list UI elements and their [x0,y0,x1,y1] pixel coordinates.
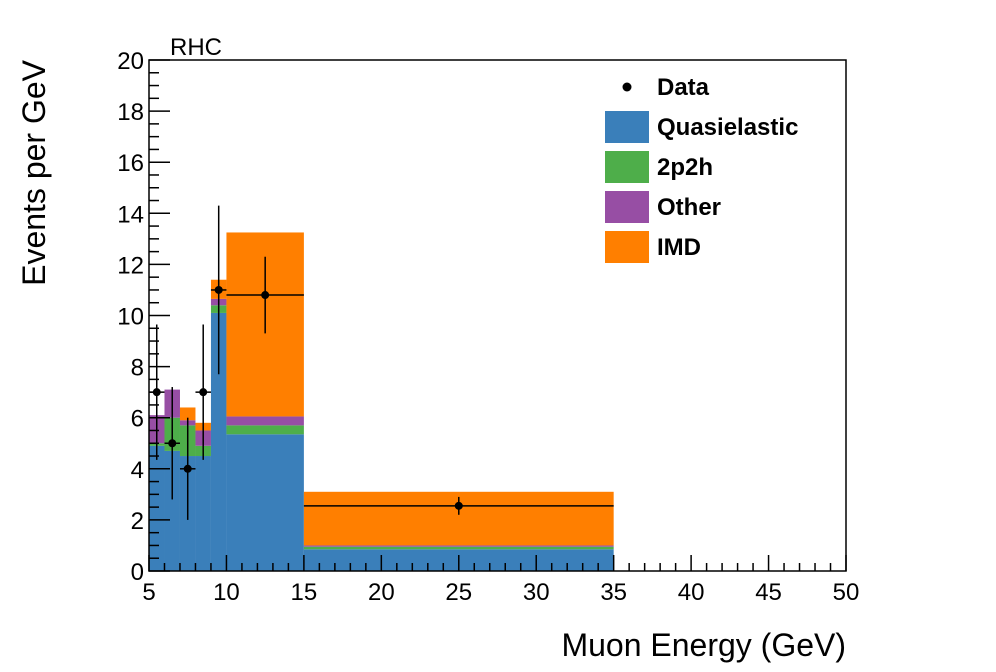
data-marker [168,439,177,448]
x-tick-label: 15 [291,579,318,606]
data-point [210,205,227,375]
x-tick-label: 25 [445,579,472,606]
legend-entry-quasielastic: Quasielastic [605,111,798,143]
x-tick-label: 35 [600,579,627,606]
legend-label: Data [657,74,710,101]
bar-quasielastic-bin-1 [164,450,180,571]
x-tick-label: 40 [678,579,705,606]
data-marker [199,388,208,397]
x-axis-title: Muon Energy (GeV) [561,627,846,663]
data-marker [214,285,223,294]
data-marker [454,501,463,510]
legend-label: IMD [657,234,701,261]
x-tick-label: 5 [142,579,155,606]
y-tick-label: 10 [117,304,144,331]
y-tick-label: 12 [117,252,144,279]
data-point [303,496,614,515]
legend-swatch [605,151,649,183]
legend-label: 2p2h [657,154,713,181]
y-tick-label: 8 [131,355,144,382]
bar-quasielastic-bin-5 [226,434,304,571]
y-tick-label: 18 [117,99,144,126]
x-tick-label: 20 [368,579,395,606]
y-tick-label: 14 [117,201,144,228]
axis-tick-labels: 5 10 15 20 25 30 35 40 45 50 0 2 4 6 8 10 12 14 16 18 20 [117,48,859,606]
x-tick-label: 45 [755,579,782,606]
axis-ticks [148,59,847,572]
y-tick-label: 2 [131,508,144,535]
data-points [149,205,614,520]
data-point [164,387,180,500]
data-marker [183,464,192,473]
y-tick-label: 0 [131,559,144,586]
legend-swatch [605,231,649,263]
x-tick-label: 10 [213,579,240,606]
data-marker [261,291,270,300]
data-point [179,417,196,520]
bar-quasielastic-bin-3 [195,456,211,571]
legend-entry-imd: IMD [605,231,701,263]
legend: Data Quasielastic 2p2h Other IMD [605,74,798,263]
bar-imd-bin-2 [179,407,196,421]
data-point [226,256,304,334]
y-axis-title: Events per GeV [16,59,52,286]
bar-2p2h-bin-5 [226,425,304,435]
bar-other-bin-5 [226,416,304,426]
x-tick-label: 30 [523,579,550,606]
y-tick-label: 16 [117,150,144,177]
bar-2p2h-bin-6 [303,546,614,550]
data-point [195,324,211,460]
y-tick-label: 20 [117,48,144,75]
legend-marker [622,82,632,92]
legend-label: Other [657,194,721,221]
corner-annotation: RHC [170,34,222,61]
bar-quasielastic-bin-0 [149,445,165,571]
legend-entry-data: Data [622,74,710,101]
legend-swatch [605,111,649,143]
legend-entry-2p2h: 2p2h [605,151,713,183]
y-tick-label: 4 [131,457,144,484]
legend-label: Quasielastic [657,114,798,141]
legend-swatch [605,191,649,223]
bar-other-bin-6 [303,545,614,547]
bar-quasielastic-bin-4 [210,312,227,571]
y-tick-label: 6 [131,406,144,433]
legend-entry-other: Other [605,191,721,223]
x-tick-label: 50 [833,579,860,606]
